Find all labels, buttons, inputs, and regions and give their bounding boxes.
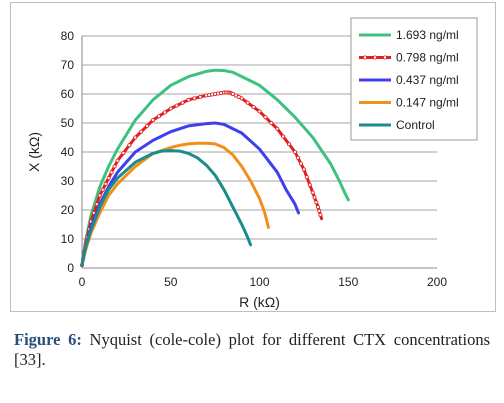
legend-marker <box>362 55 367 60</box>
data-point <box>198 94 203 99</box>
data-point <box>97 193 102 198</box>
data-point <box>292 149 297 154</box>
data-point <box>180 100 185 105</box>
data-point <box>145 123 150 128</box>
data-point <box>298 161 303 166</box>
data-point <box>304 175 309 180</box>
data-point <box>103 181 108 186</box>
legend: 1.693 ng/ml 0.798 ng/ml 0.437 ng/ml 0.147 n… <box>350 17 478 141</box>
y-tick-label: 30 <box>61 174 75 188</box>
x-tick-label: 0 <box>79 275 86 289</box>
legend-marker <box>382 55 387 60</box>
data-point <box>133 135 138 140</box>
legend-label: 0.798 ng/ml <box>396 51 459 65</box>
y-tick-label: 80 <box>61 29 75 43</box>
x-tick-label: 200 <box>427 275 447 289</box>
data-point <box>121 150 126 155</box>
chart-frame: 0 10 20 30 40 50 60 70 80 0 50 100 150 200 1.693 ng/m… <box>10 2 496 312</box>
grid-layer <box>82 35 437 240</box>
legend-label: 0.147 ng/ml <box>396 96 459 110</box>
x-tick-label: 100 <box>249 275 269 289</box>
data-point <box>109 170 114 175</box>
nyquist-chart: 0 10 20 30 40 50 60 70 80 0 50 100 150 200 1.693 ng/m… <box>26 17 478 310</box>
legend-label: 0.437 ng/ml <box>396 73 459 87</box>
data-point <box>281 134 286 139</box>
legend-label: 1.693 ng/ml <box>396 28 459 42</box>
x-tick-label: 150 <box>338 275 358 289</box>
data-point <box>192 96 197 101</box>
data-point <box>168 106 173 111</box>
data-point <box>112 164 117 169</box>
data-point <box>317 208 322 213</box>
data-point <box>139 129 144 134</box>
data-point <box>310 190 315 195</box>
data-point <box>263 115 268 120</box>
data-point <box>295 155 300 160</box>
data-point <box>156 114 161 119</box>
data-point <box>257 109 262 114</box>
series-line-3 <box>80 141 270 267</box>
data-point <box>100 187 105 192</box>
data-point <box>318 212 323 217</box>
data-point <box>115 158 120 163</box>
data-point <box>307 182 312 187</box>
data-point <box>127 143 132 148</box>
data-point <box>150 118 155 123</box>
data-point <box>174 103 179 108</box>
axis-layer: 0 10 20 30 40 50 60 70 80 0 50 100 150 200 <box>61 29 448 289</box>
series-line-0 <box>80 68 350 267</box>
caption-text: Nyquist (cole-cole) plot for different C… <box>14 330 490 369</box>
data-point <box>287 142 292 147</box>
legend-label: Control <box>396 118 435 132</box>
data-point <box>245 100 250 105</box>
data-point <box>316 205 321 210</box>
data-point <box>186 97 191 102</box>
y-tick-label: 50 <box>61 116 75 130</box>
x-axis-title: R (kΩ) <box>239 294 280 310</box>
data-point <box>162 110 167 115</box>
y-tick-label: 40 <box>61 145 75 159</box>
series-layer <box>80 68 350 268</box>
x-tick-label: 50 <box>164 275 178 289</box>
y-tick-label: 60 <box>61 87 75 101</box>
data-point <box>239 96 244 101</box>
caption-label: Figure 6: <box>14 330 82 349</box>
data-point <box>312 195 317 200</box>
data-point <box>301 167 306 172</box>
y-tick-label: 20 <box>61 203 75 217</box>
legend-marker <box>372 55 377 60</box>
data-point <box>251 105 256 110</box>
data-point <box>269 121 274 126</box>
figure-caption: Figure 6: Nyquist (cole-cole) plot for d… <box>14 330 490 370</box>
y-axis-title: X (kΩ) <box>26 132 42 172</box>
y-tick-label: 0 <box>67 261 74 275</box>
data-point <box>106 176 111 181</box>
data-point <box>275 126 280 131</box>
y-tick-label: 70 <box>61 58 75 72</box>
data-point <box>314 200 319 205</box>
y-tick-label: 10 <box>61 232 75 246</box>
series-line-4 <box>80 149 253 267</box>
